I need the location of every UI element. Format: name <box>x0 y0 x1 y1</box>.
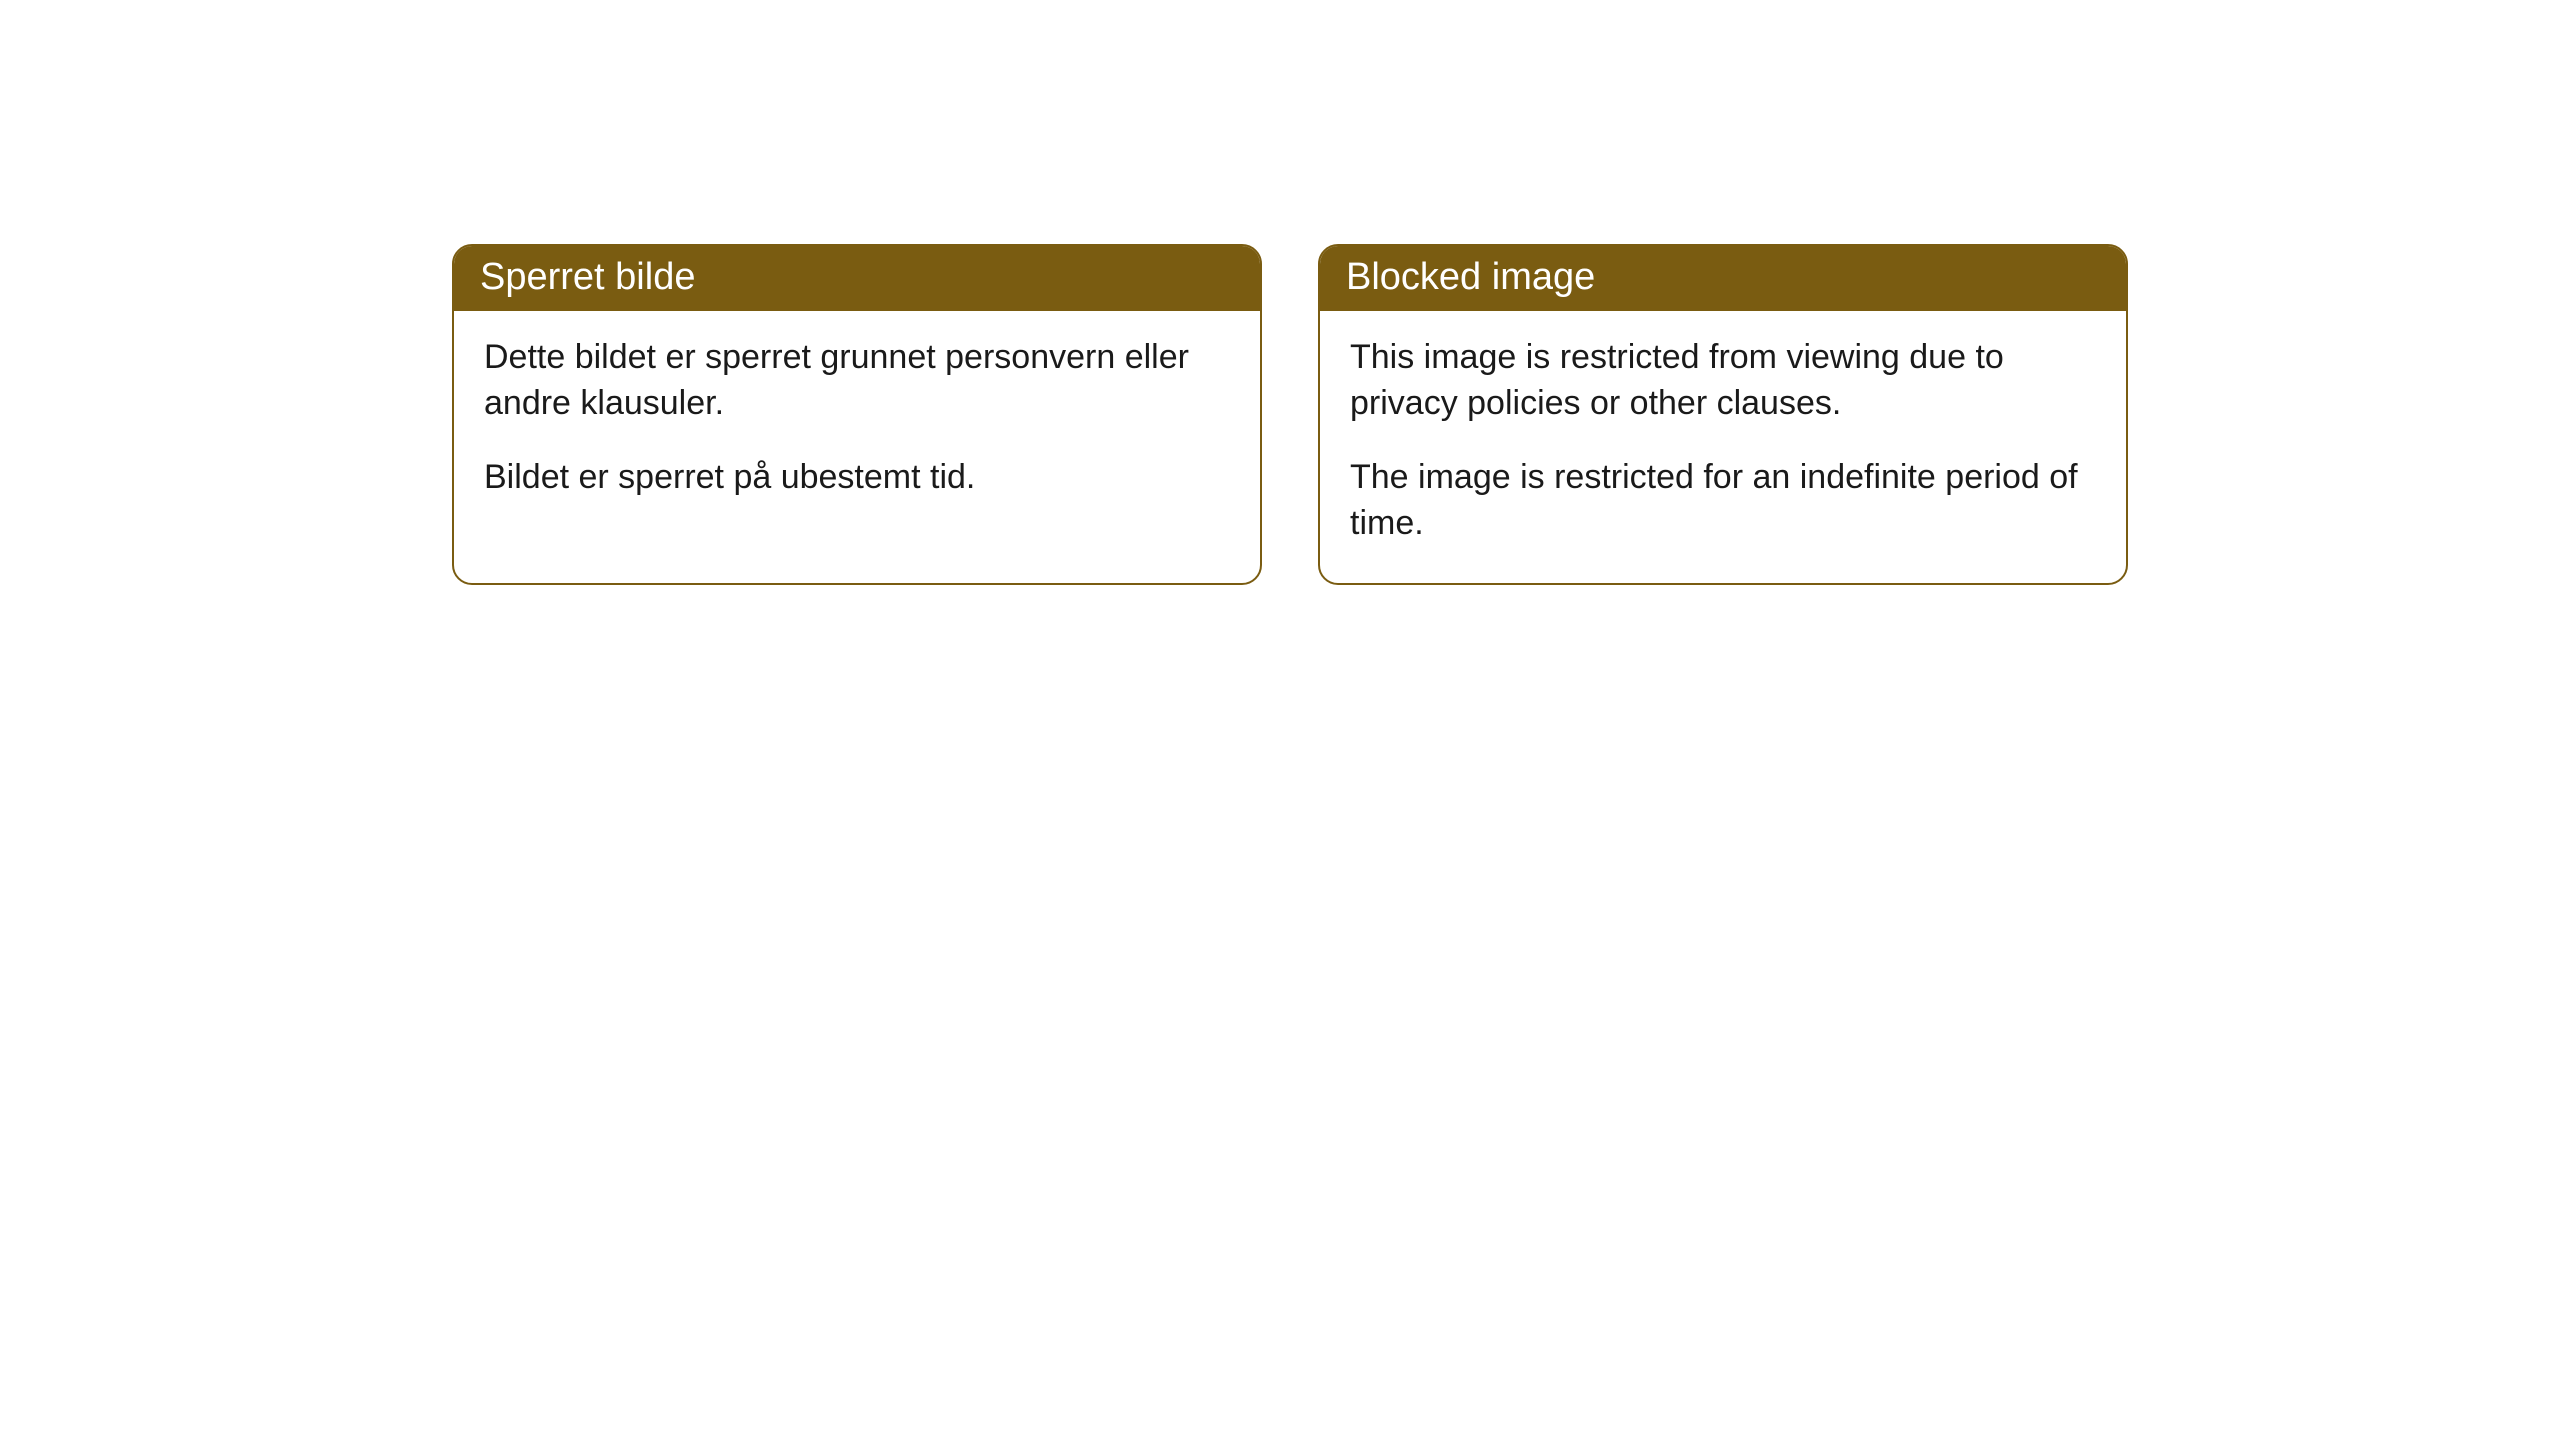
notice-cards-container: Sperret bilde Dette bildet er sperret gr… <box>0 0 2560 585</box>
blocked-image-card-no: Sperret bilde Dette bildet er sperret gr… <box>452 244 1262 585</box>
card-header-no: Sperret bilde <box>454 246 1260 311</box>
card-paragraph-no-2: Bildet er sperret på ubestemt tid. <box>484 455 1230 501</box>
card-paragraph-en-1: This image is restricted from viewing du… <box>1350 335 2096 427</box>
card-header-en: Blocked image <box>1320 246 2126 311</box>
card-body-no: Dette bildet er sperret grunnet personve… <box>454 311 1260 537</box>
card-paragraph-no-1: Dette bildet er sperret grunnet personve… <box>484 335 1230 427</box>
card-body-en: This image is restricted from viewing du… <box>1320 311 2126 583</box>
card-paragraph-en-2: The image is restricted for an indefinit… <box>1350 455 2096 547</box>
blocked-image-card-en: Blocked image This image is restricted f… <box>1318 244 2128 585</box>
